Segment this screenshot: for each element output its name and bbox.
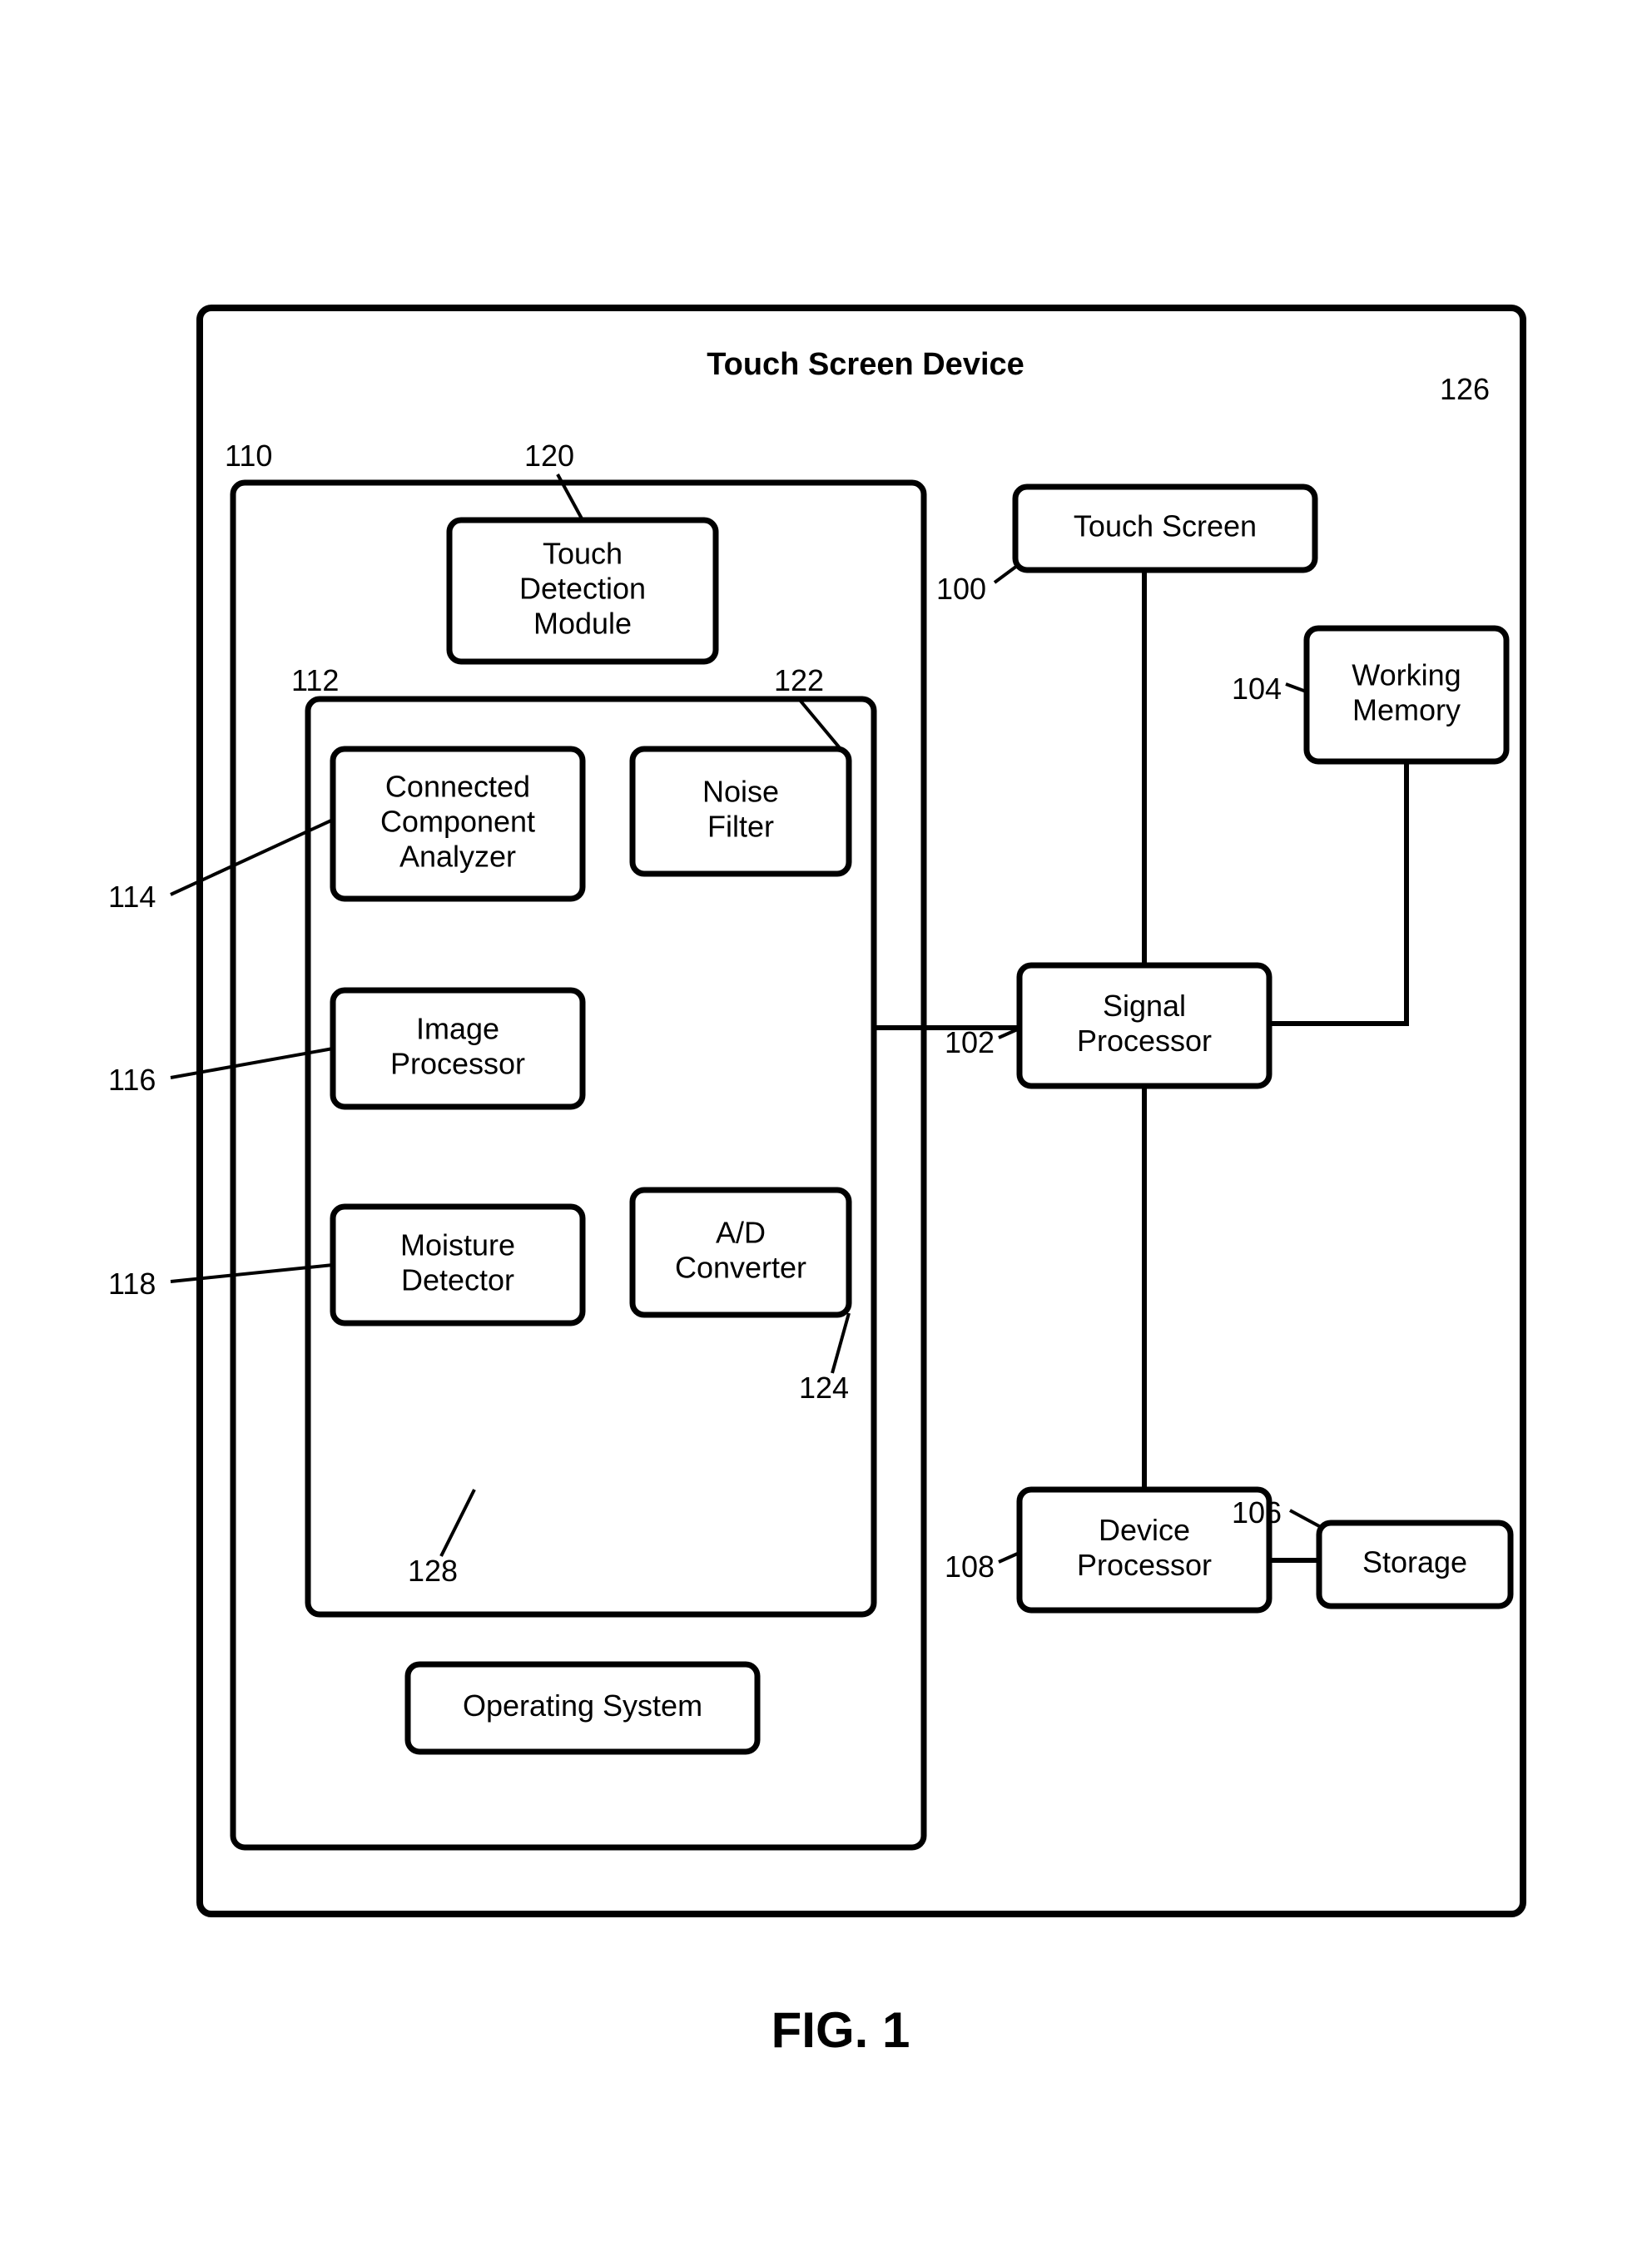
svg-text:106: 106 <box>1232 1495 1282 1530</box>
svg-text:122: 122 <box>774 663 824 697</box>
svg-text:Converter: Converter <box>675 1251 806 1285</box>
svg-text:Touch Screen Device: Touch Screen Device <box>707 347 1024 382</box>
svg-text:102: 102 <box>945 1025 995 1059</box>
svg-text:112: 112 <box>291 663 339 697</box>
svg-text:100: 100 <box>936 572 986 606</box>
svg-text:120: 120 <box>524 439 574 473</box>
svg-text:A/D: A/D <box>716 1216 766 1250</box>
svg-text:Operating System: Operating System <box>463 1688 702 1723</box>
svg-text:Touch Screen: Touch Screen <box>1074 509 1257 543</box>
svg-text:124: 124 <box>799 1371 849 1405</box>
svg-text:Connected: Connected <box>385 770 530 804</box>
svg-text:Filter: Filter <box>707 810 774 844</box>
svg-text:Component: Component <box>380 805 535 839</box>
svg-text:116: 116 <box>108 1063 156 1097</box>
svg-text:Storage: Storage <box>1362 1545 1467 1579</box>
svg-text:118: 118 <box>108 1267 156 1301</box>
svg-text:Processor: Processor <box>1077 1024 1212 1058</box>
svg-text:104: 104 <box>1232 672 1282 706</box>
svg-text:114: 114 <box>108 880 156 914</box>
svg-text:Noise: Noise <box>702 775 779 809</box>
svg-text:Moisture: Moisture <box>400 1228 515 1262</box>
svg-text:Analyzer: Analyzer <box>399 840 516 874</box>
svg-text:Detector: Detector <box>401 1263 514 1297</box>
svg-text:Signal: Signal <box>1103 989 1186 1023</box>
svg-text:Device: Device <box>1099 1513 1190 1547</box>
svg-text:Touch: Touch <box>543 537 623 571</box>
svg-text:108: 108 <box>945 1550 995 1584</box>
svg-text:Module: Module <box>533 607 632 641</box>
svg-text:Image: Image <box>416 1012 499 1046</box>
svg-text:Detection: Detection <box>519 572 646 606</box>
svg-text:Processor: Processor <box>390 1047 525 1081</box>
svg-text:110: 110 <box>225 439 272 473</box>
svg-text:126: 126 <box>1440 372 1490 406</box>
svg-text:Processor: Processor <box>1077 1548 1212 1582</box>
svg-text:128: 128 <box>408 1554 458 1588</box>
svg-text:Memory: Memory <box>1352 693 1461 727</box>
svg-text:Working: Working <box>1352 658 1461 692</box>
svg-text:FIG. 1: FIG. 1 <box>771 2002 910 2058</box>
